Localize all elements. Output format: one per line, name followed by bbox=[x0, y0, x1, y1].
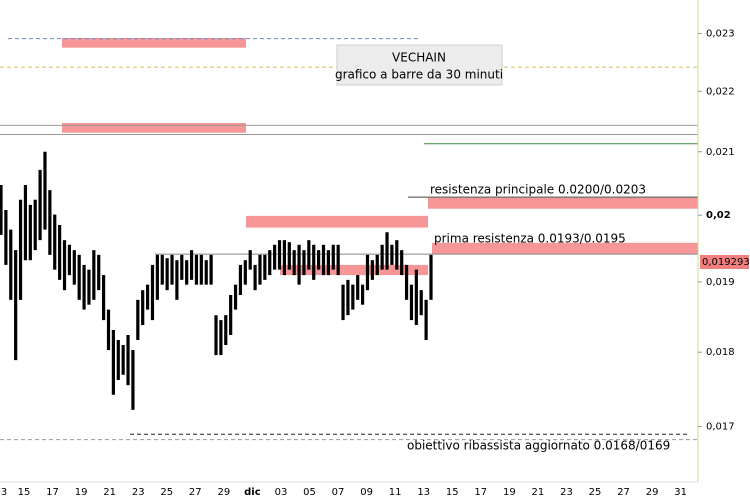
x-tick-label: dic bbox=[244, 487, 261, 498]
x-tick-label: 03 bbox=[275, 487, 288, 498]
resistance-zone bbox=[246, 215, 428, 228]
chart-subtitle: grafico a barre da 30 minuti bbox=[335, 68, 503, 82]
y-tick-label: 0,022 bbox=[706, 86, 735, 97]
title-box bbox=[336, 44, 503, 86]
x-tick-label: 07 bbox=[332, 487, 345, 498]
x-tick-label: 15 bbox=[446, 487, 459, 498]
x-tick-label: 21 bbox=[532, 487, 545, 498]
x-tick-label: 25 bbox=[160, 487, 173, 498]
annotation: prima resistenza 0.0193/0.0195 bbox=[434, 232, 626, 246]
resistance-zone bbox=[280, 264, 428, 276]
x-tick-label: 29 bbox=[646, 487, 659, 498]
x-tick-label: 19 bbox=[503, 487, 516, 498]
annotation: obiettivo ribassista aggiornato 0.0168/0… bbox=[407, 439, 670, 453]
x-tick-label: 17 bbox=[474, 487, 487, 498]
x-tick-label: 21 bbox=[103, 487, 116, 498]
x-tick-label: 09 bbox=[360, 487, 373, 498]
x-tick-label: 13 bbox=[417, 487, 430, 498]
last-price-label: 0,019293 bbox=[702, 257, 750, 268]
x-tick-label: 27 bbox=[617, 487, 630, 498]
chart-title: VECHAIN bbox=[392, 51, 446, 65]
x-tick-label: 15 bbox=[18, 487, 31, 498]
annotation: resistenza principale 0.0200/0.0203 bbox=[430, 183, 646, 197]
y-tick-label: 0,02 bbox=[706, 210, 731, 221]
resistance-zone bbox=[62, 38, 246, 48]
resistance-zone bbox=[432, 242, 698, 255]
y-tick-label: 0,017 bbox=[706, 422, 735, 433]
x-tick-label: 19 bbox=[75, 487, 88, 498]
resistance-zone bbox=[428, 197, 698, 209]
x-tick-label: 27 bbox=[189, 487, 202, 498]
x-tick-label: 23 bbox=[132, 487, 145, 498]
y-tick-label: 0,018 bbox=[706, 347, 735, 358]
x-tick-label: 29 bbox=[217, 487, 230, 498]
x-tick-label: 25 bbox=[589, 487, 602, 498]
x-tick-label: 31 bbox=[674, 487, 687, 498]
x-tick-label: 3 bbox=[1, 487, 7, 498]
x-tick-label: 17 bbox=[46, 487, 59, 498]
y-tick-label: 0,021 bbox=[706, 147, 735, 158]
resistance-zone bbox=[62, 122, 246, 133]
x-tick-label: 11 bbox=[389, 487, 402, 498]
y-tick-label: 0,019 bbox=[706, 277, 735, 288]
x-tick-label: 05 bbox=[303, 487, 316, 498]
x-tick-label: 23 bbox=[560, 487, 573, 498]
y-tick-label: 0,023 bbox=[706, 28, 735, 39]
last-price-box bbox=[700, 255, 749, 270]
